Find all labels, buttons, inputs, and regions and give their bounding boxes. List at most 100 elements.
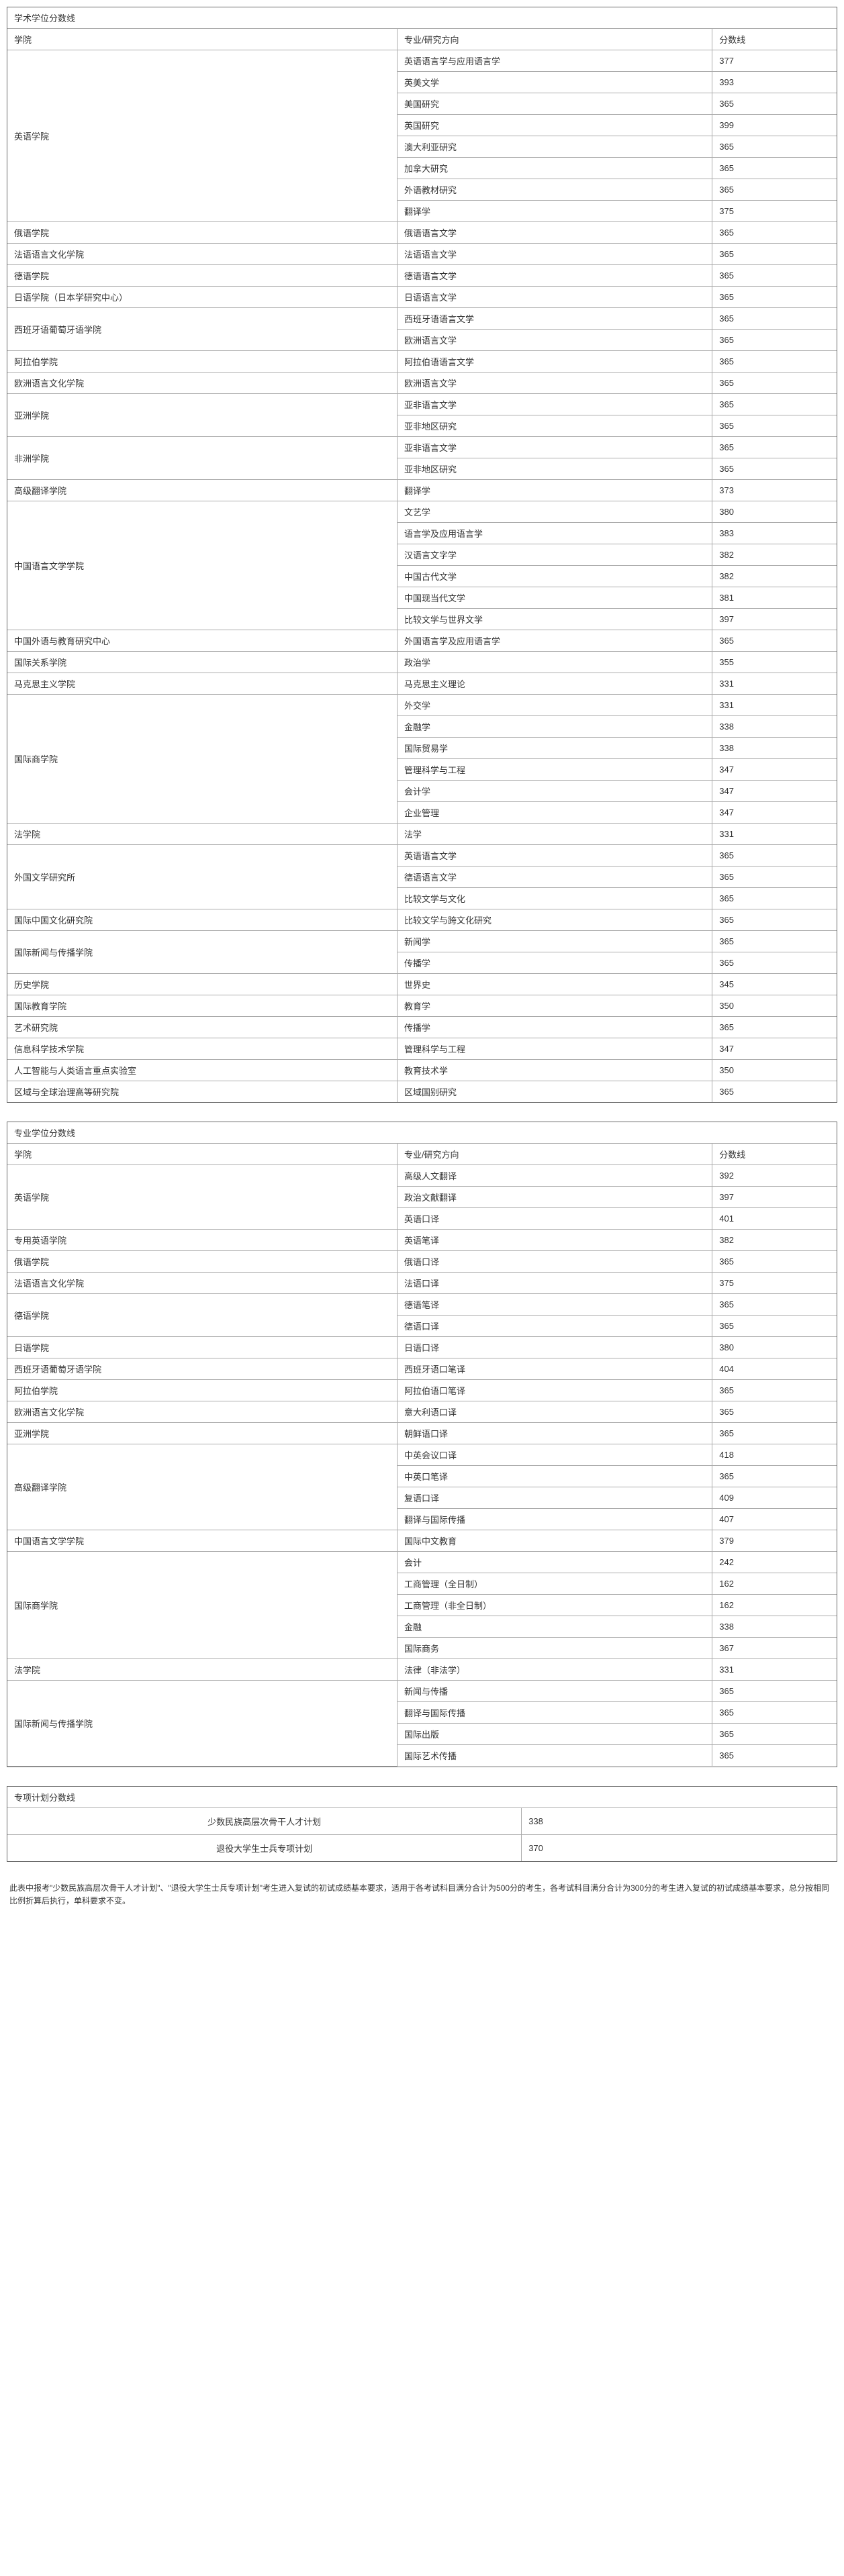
academic-college-cell: 国际商学院 <box>7 695 397 824</box>
academic-major-cell: 区域国别研究 <box>397 1081 712 1103</box>
academic-score-cell: 393 <box>712 72 837 93</box>
academic-row: 区域与全球治理高等研究院区域国别研究365 <box>7 1081 837 1103</box>
professional-score-cell: 365 <box>712 1681 837 1702</box>
special-plan-cell: 少数民族高层次骨干人才计划 <box>7 1808 522 1835</box>
professional-score-cell: 365 <box>712 1724 837 1745</box>
academic-college-cell: 德语学院 <box>7 265 397 287</box>
professional-major-cell: 会计 <box>397 1552 712 1573</box>
professional-score-cell: 338 <box>712 1616 837 1638</box>
academic-row: 高级翻译学院翻译学373 <box>7 480 837 501</box>
academic-score-cell: 338 <box>712 738 837 759</box>
professional-score-cell: 162 <box>712 1573 837 1595</box>
academic-score-cell: 365 <box>712 222 837 244</box>
academic-score-cell: 365 <box>712 437 837 458</box>
professional-table: 学院专业/研究方向分数线英语学院高级人文翻译392政治文献翻译397英语口译40… <box>7 1144 837 1767</box>
professional-major-cell: 阿拉伯语口笔译 <box>397 1380 712 1401</box>
professional-row: 德语学院德语笔译365 <box>7 1294 837 1316</box>
professional-major-cell: 翻译与国际传播 <box>397 1509 712 1530</box>
professional-row: 俄语学院俄语口译365 <box>7 1251 837 1273</box>
academic-major-cell: 马克思主义理论 <box>397 673 712 695</box>
academic-score-cell: 365 <box>712 93 837 115</box>
academic-score-cell: 380 <box>712 501 837 523</box>
academic-major-cell: 企业管理 <box>397 802 712 824</box>
academic-college-cell: 国际教育学院 <box>7 995 397 1017</box>
professional-college-cell: 欧洲语言文化学院 <box>7 1401 397 1423</box>
professional-row: 阿拉伯学院阿拉伯语口笔译365 <box>7 1380 837 1401</box>
professional-major-cell: 英语口译 <box>397 1208 712 1230</box>
professional-major-cell: 工商管理（全日制） <box>397 1573 712 1595</box>
academic-header-college: 学院 <box>7 29 397 50</box>
professional-major-cell: 意大利语口译 <box>397 1401 712 1423</box>
professional-college-cell: 阿拉伯学院 <box>7 1380 397 1401</box>
professional-college-cell: 德语学院 <box>7 1294 397 1337</box>
academic-major-cell: 世界史 <box>397 974 712 995</box>
professional-score-cell: 380 <box>712 1337 837 1358</box>
academic-row: 德语学院德语语言文学365 <box>7 265 837 287</box>
academic-major-cell: 管理科学与工程 <box>397 759 712 781</box>
professional-major-cell: 西班牙语口笔译 <box>397 1358 712 1380</box>
professional-major-cell: 中英口笔译 <box>397 1466 712 1487</box>
academic-score-cell: 365 <box>712 458 837 480</box>
academic-major-cell: 政治学 <box>397 652 712 673</box>
professional-major-cell: 国际出版 <box>397 1724 712 1745</box>
professional-score-cell: 392 <box>712 1165 837 1187</box>
academic-major-cell: 法语语言文学 <box>397 244 712 265</box>
professional-college-cell: 高级翻译学院 <box>7 1444 397 1530</box>
academic-score-cell: 355 <box>712 652 837 673</box>
professional-score-cell: 365 <box>712 1466 837 1487</box>
academic-college-cell: 艺术研究院 <box>7 1017 397 1038</box>
academic-major-cell: 外国语言学及应用语言学 <box>397 630 712 652</box>
academic-major-cell: 比较文学与文化 <box>397 888 712 909</box>
academic-college-cell: 外国文学研究所 <box>7 845 397 909</box>
academic-row: 阿拉伯学院阿拉伯语语言文学365 <box>7 351 837 373</box>
academic-major-cell: 会计学 <box>397 781 712 802</box>
academic-major-cell: 新闻学 <box>397 931 712 952</box>
academic-college-cell: 人工智能与人类语言重点实验室 <box>7 1060 397 1081</box>
special-table: 少数民族高层次骨干人才计划338退役大学生士兵专项计划370 <box>7 1808 837 1861</box>
professional-major-cell: 俄语口译 <box>397 1251 712 1273</box>
professional-header-college: 学院 <box>7 1144 397 1165</box>
professional-table-title: 专业学位分数线 <box>7 1122 837 1144</box>
academic-college-cell: 俄语学院 <box>7 222 397 244</box>
academic-score-cell: 347 <box>712 1038 837 1060</box>
academic-major-cell: 德语语言文学 <box>397 265 712 287</box>
academic-row: 西班牙语葡萄牙语学院西班牙语语言文学365 <box>7 308 837 330</box>
professional-college-cell: 法学院 <box>7 1659 397 1681</box>
professional-score-cell: 365 <box>712 1251 837 1273</box>
academic-row: 日语学院（日本学研究中心）日语语言文学365 <box>7 287 837 308</box>
special-table-title: 专项计划分数线 <box>7 1787 837 1808</box>
professional-score-cell: 162 <box>712 1595 837 1616</box>
academic-score-cell: 365 <box>712 287 837 308</box>
professional-score-cell: 365 <box>712 1745 837 1767</box>
academic-score-cell: 365 <box>712 1017 837 1038</box>
professional-major-cell: 翻译与国际传播 <box>397 1702 712 1724</box>
academic-score-cell: 338 <box>712 716 837 738</box>
professional-row: 国际商学院会计242 <box>7 1552 837 1573</box>
academic-score-cell: 365 <box>712 373 837 394</box>
academic-major-cell: 文艺学 <box>397 501 712 523</box>
academic-score-cell: 365 <box>712 888 837 909</box>
professional-score-cell: 382 <box>712 1230 837 1251</box>
academic-header-score: 分数线 <box>712 29 837 50</box>
academic-row: 国际新闻与传播学院新闻学365 <box>7 931 837 952</box>
academic-major-cell: 翻译学 <box>397 201 712 222</box>
academic-score-cell: 347 <box>712 759 837 781</box>
academic-header-major: 专业/研究方向 <box>397 29 712 50</box>
academic-score-cell: 365 <box>712 158 837 179</box>
academic-major-cell: 西班牙语语言文学 <box>397 308 712 330</box>
academic-row: 国际教育学院教育学350 <box>7 995 837 1017</box>
professional-score-cell: 365 <box>712 1401 837 1423</box>
professional-score-cell: 365 <box>712 1702 837 1724</box>
academic-table-container: 学术学位分数线 学院专业/研究方向分数线英语学院英语语言学与应用语言学377英美… <box>7 7 837 1103</box>
academic-major-cell: 教育学 <box>397 995 712 1017</box>
academic-score-cell: 365 <box>712 136 837 158</box>
professional-row: 英语学院高级人文翻译392 <box>7 1165 837 1187</box>
professional-score-cell: 418 <box>712 1444 837 1466</box>
academic-score-cell: 350 <box>712 1060 837 1081</box>
academic-major-cell: 传播学 <box>397 952 712 974</box>
academic-score-cell: 331 <box>712 673 837 695</box>
academic-major-cell: 法学 <box>397 824 712 845</box>
professional-college-cell: 法语语言文化学院 <box>7 1273 397 1294</box>
academic-row: 俄语学院俄语语言文学365 <box>7 222 837 244</box>
academic-major-cell: 英语语言学与应用语言学 <box>397 50 712 72</box>
